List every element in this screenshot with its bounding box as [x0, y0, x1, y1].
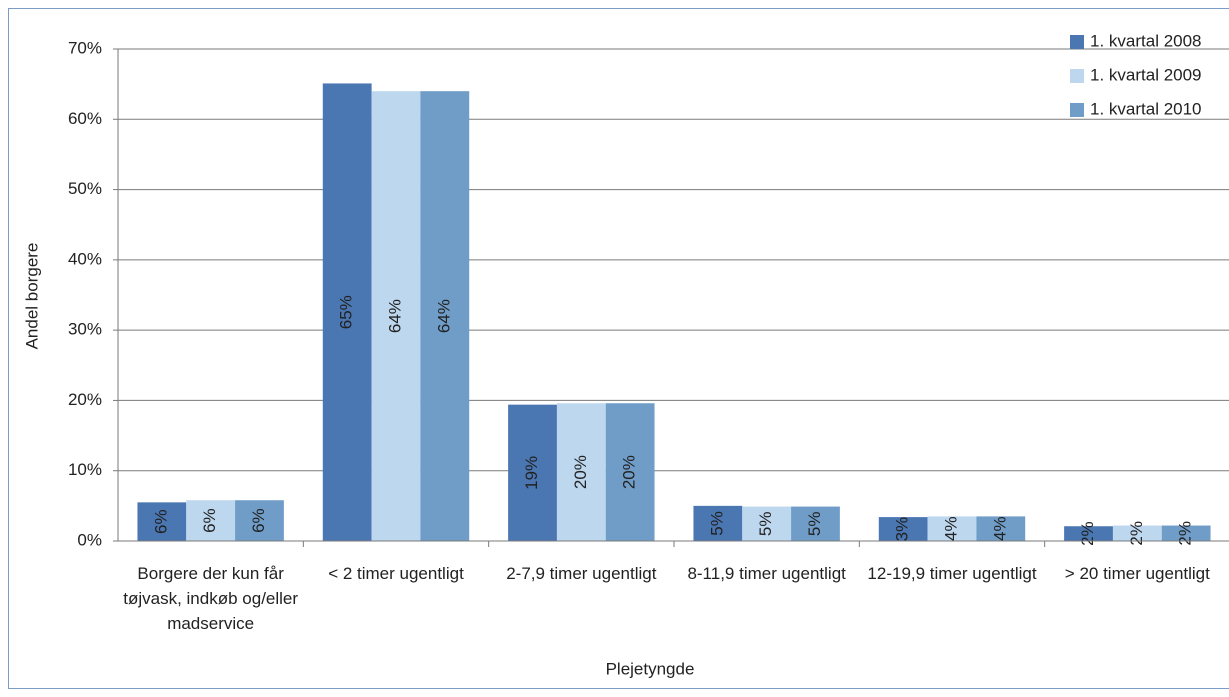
value-label: 5%: [756, 511, 775, 536]
y-tick-label: 70%: [68, 38, 102, 57]
bar: [693, 505, 743, 541]
legend-swatch: [1070, 35, 1084, 49]
bar: [1112, 525, 1162, 541]
value-label: 3%: [893, 517, 912, 542]
y-tick-label: 50%: [68, 179, 102, 198]
bar: [371, 91, 421, 542]
y-tick-label: 40%: [68, 249, 102, 268]
value-label: 5%: [707, 511, 726, 536]
bar: [1161, 525, 1211, 541]
bar: [556, 403, 606, 541]
x-tick-label: Borgere der kun får tøjvask, indkøb og/e…: [123, 564, 299, 633]
y-tick-label: 30%: [68, 320, 102, 339]
value-label: 64%: [434, 299, 453, 333]
value-label: 64%: [385, 299, 404, 333]
legend-label: 1. kvartal 2010: [1090, 99, 1202, 118]
legend-swatch: [1070, 103, 1084, 117]
value-label: 6%: [249, 508, 268, 533]
bar: [976, 516, 1026, 541]
bar: [927, 516, 977, 541]
x-axis-title: Plejetyngde: [606, 659, 695, 678]
value-label: 2%: [1078, 521, 1097, 546]
bar: [322, 83, 372, 541]
value-label: 6%: [200, 508, 219, 533]
chart-frame: [8, 8, 1229, 689]
bar: [137, 502, 187, 541]
legend-label: 1. kvartal 2008: [1090, 31, 1202, 50]
value-label: 20%: [620, 455, 639, 489]
value-label: 2%: [1127, 521, 1146, 546]
value-label: 19%: [522, 456, 541, 490]
legend-label: 1. kvartal 2009: [1090, 65, 1202, 84]
value-label: 20%: [571, 455, 590, 489]
bar: [605, 403, 655, 541]
x-tick-label: 2-7,9 timer ugentligt: [506, 564, 657, 583]
y-axis-title: Andel borgere: [22, 243, 41, 350]
legend-swatch: [1070, 69, 1084, 83]
bar: [1064, 526, 1113, 541]
value-label: 2%: [1176, 521, 1195, 546]
value-label: 6%: [151, 509, 170, 534]
x-tick-label: 12-19,9 timer ugentligt: [867, 564, 1037, 583]
bar: [878, 517, 928, 541]
value-label: 4%: [990, 516, 1009, 541]
y-tick-label: 10%: [68, 460, 102, 479]
x-tick-label: < 2 timer ugentligt: [328, 564, 464, 583]
value-label: 5%: [805, 511, 824, 536]
bar: [186, 500, 236, 541]
y-tick-label: 60%: [68, 109, 102, 128]
bar: [420, 91, 470, 542]
bar: [791, 506, 840, 541]
x-tick-label: 8-11,9 timer ugentligt: [687, 564, 846, 583]
y-tick-label: 20%: [68, 390, 102, 409]
value-label: 4%: [941, 516, 960, 541]
bar: [235, 500, 284, 541]
x-tick-label: > 20 timer ugentligt: [1064, 564, 1210, 583]
value-label: 65%: [337, 295, 356, 329]
bar: [742, 506, 792, 541]
bar: [508, 404, 557, 541]
y-tick-label: 0%: [77, 530, 102, 549]
